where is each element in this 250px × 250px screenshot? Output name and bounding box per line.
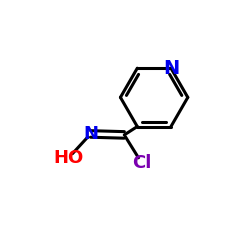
Text: Cl: Cl — [132, 154, 151, 172]
Text: HO: HO — [53, 149, 84, 167]
Text: N: N — [163, 59, 179, 78]
Text: N: N — [83, 125, 98, 143]
